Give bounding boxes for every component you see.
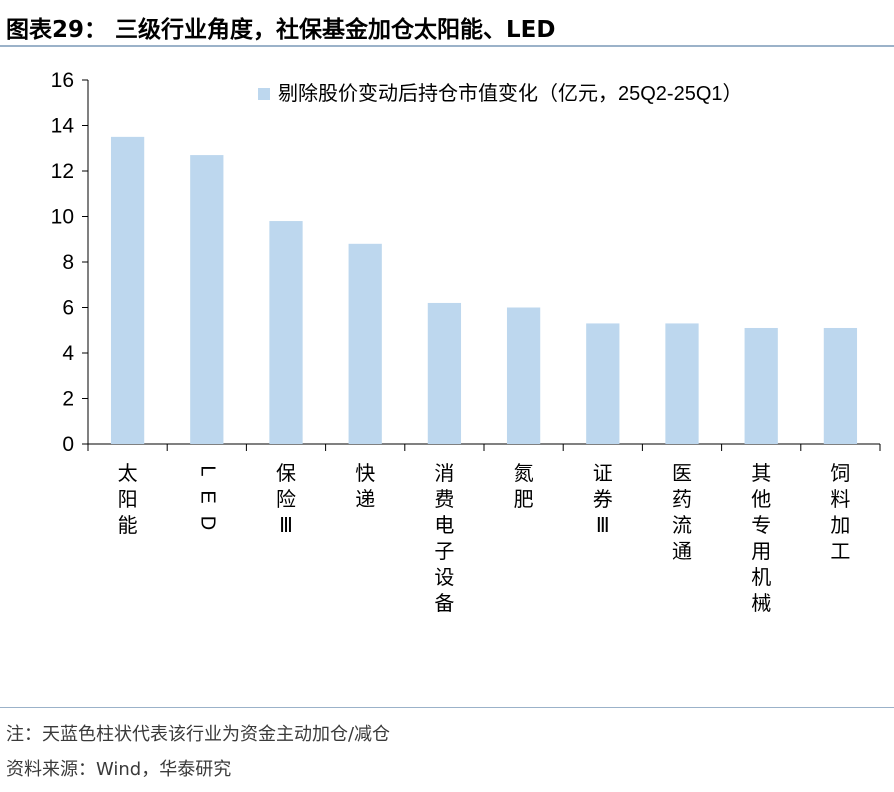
legend-swatch — [258, 88, 270, 100]
bar — [665, 323, 699, 444]
x-category-label-glyph: 机 — [751, 566, 771, 589]
x-category-label-glyph: 流 — [672, 514, 692, 537]
x-category-label-glyph: 他 — [751, 488, 771, 511]
x-category-label-glyph: 能 — [118, 514, 138, 537]
x-category-label-glyph: 医 — [672, 463, 692, 485]
x-category-label-glyph: 消 — [434, 462, 454, 485]
x-category-label-glyph: 电 — [434, 514, 454, 537]
x-category-label-glyph: 用 — [751, 541, 771, 563]
x-category-label-glyph: 料 — [830, 488, 850, 511]
x-category-label-glyph: 备 — [434, 592, 454, 615]
bar — [348, 243, 382, 444]
x-category-label-glyph: 药 — [672, 488, 692, 511]
x-category-label-glyph: 专 — [751, 514, 771, 537]
x-category-label-glyph: 险 — [276, 488, 296, 511]
y-tick-label: 16 — [51, 69, 74, 92]
chart-note: 注：天蓝色柱状代表该行业为资金主动加仓/减仓 — [6, 724, 391, 745]
bar — [427, 302, 462, 444]
y-tick-label: 14 — [51, 115, 75, 138]
bar — [269, 221, 303, 444]
x-category-label-glyph: Ⅲ — [279, 515, 293, 537]
x-category-label-glyph: 费 — [434, 488, 454, 511]
x-category-label-glyph: 阳 — [118, 488, 138, 511]
x-category-label-glyph: D — [197, 516, 219, 530]
x-category-label-glyph: 其 — [751, 462, 771, 485]
title-divider — [0, 45, 894, 47]
y-tick-label: 12 — [51, 160, 74, 183]
bar — [110, 136, 145, 444]
bar — [190, 155, 224, 444]
x-category-label-glyph: 递 — [355, 488, 375, 511]
y-tick-label: 4 — [62, 342, 74, 365]
x-category-label-glyph: Ⅲ — [596, 515, 610, 537]
x-category-label-glyph: 子 — [434, 541, 454, 563]
bar — [823, 327, 858, 444]
x-category-label-glyph: L — [197, 465, 219, 476]
x-category-label-glyph: 通 — [672, 540, 692, 563]
x-category-label-glyph: 太 — [118, 462, 138, 485]
legend-label: 剔除股价变动后持仓市值变化（亿元，25Q2-25Q1） — [278, 82, 743, 105]
y-tick-label: 2 — [62, 388, 74, 411]
y-tick-label: 0 — [62, 433, 74, 456]
x-category-label-glyph: 保 — [276, 462, 296, 485]
y-tick-label: 8 — [62, 251, 74, 274]
x-category-label-glyph: E — [197, 490, 219, 503]
x-category-label-glyph: 氮 — [514, 462, 534, 485]
bar — [506, 307, 541, 444]
footer-divider — [0, 707, 894, 708]
x-category-label-glyph: 工 — [830, 541, 850, 563]
x-category-label-glyph: 快 — [355, 462, 375, 485]
x-category-label-glyph: 券 — [593, 488, 613, 511]
figure-title: 图表29： 三级行业角度，社保基金加仓太阳能、LED — [6, 17, 556, 43]
x-category-label-glyph: 证 — [593, 462, 613, 485]
x-category-label-glyph: 饲 — [830, 462, 850, 485]
y-tick-label: 6 — [62, 297, 74, 320]
x-category-label-glyph: 械 — [751, 592, 771, 615]
x-category-label-glyph: 肥 — [514, 489, 534, 511]
y-tick-label: 10 — [51, 206, 74, 229]
bar — [586, 323, 620, 444]
x-category-label-glyph: 加 — [830, 514, 850, 537]
chart-source: 资料来源：Wind，华泰研究 — [6, 759, 232, 780]
x-category-label-glyph: 设 — [434, 566, 454, 589]
bar — [744, 327, 778, 444]
